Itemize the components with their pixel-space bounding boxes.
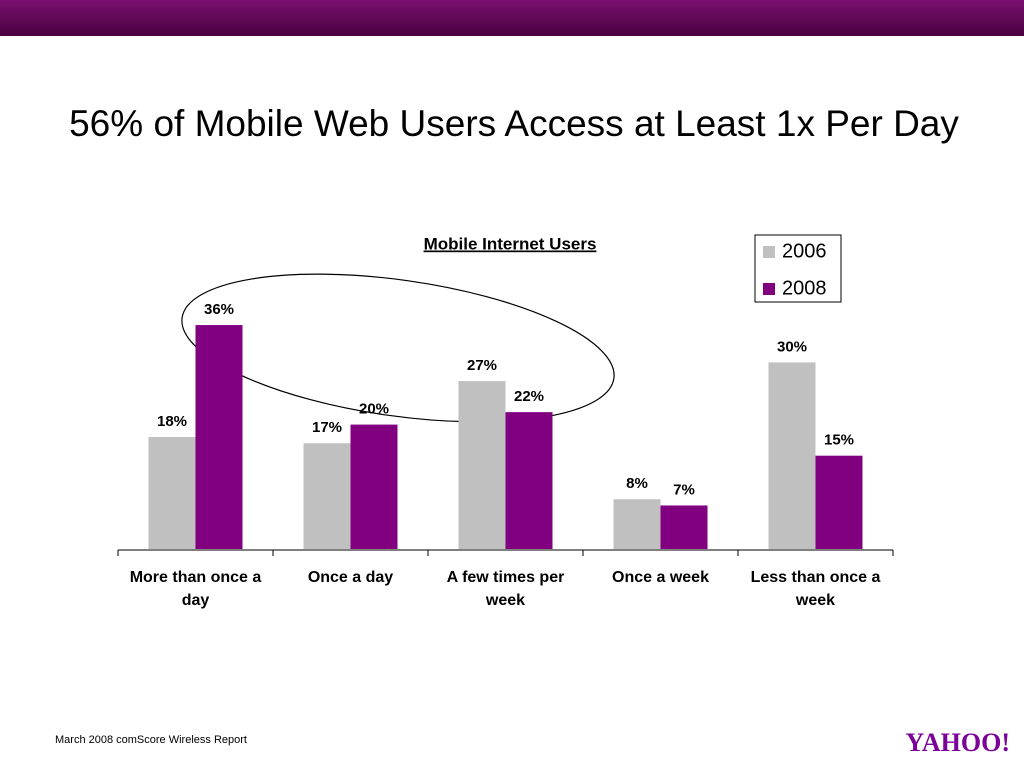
data-label: 22%: [514, 388, 544, 405]
data-label: 20%: [359, 401, 389, 418]
bar: [660, 505, 708, 549]
bar: [350, 424, 398, 549]
legend-swatch: [763, 246, 775, 258]
bar: [303, 443, 351, 549]
data-label: 18%: [157, 413, 187, 430]
bar: [148, 437, 196, 549]
data-label: 8%: [626, 475, 648, 492]
bar: [768, 362, 816, 549]
top-band: [0, 0, 1024, 36]
bar: [195, 325, 243, 549]
bar: [613, 499, 661, 549]
x-tick-label: More than once a day: [129, 569, 262, 609]
legend-label: 2006: [782, 240, 827, 262]
legend-label: 2008: [782, 277, 827, 299]
data-label: 27%: [467, 357, 497, 374]
slide-title: 56% of Mobile Web Users Access at Least …: [69, 103, 959, 144]
x-tick-label: Once a day: [307, 569, 394, 586]
logo: YAHOO!: [906, 728, 1011, 757]
data-label: 30%: [777, 338, 807, 355]
bar: [815, 455, 863, 549]
x-tick-label: Less than once a week: [750, 569, 881, 609]
bar: [458, 381, 506, 549]
data-label: 17%: [312, 419, 342, 436]
x-tick-label: Once a week: [612, 569, 709, 586]
highlight-ellipse: [181, 273, 615, 423]
data-label: 15%: [824, 432, 854, 449]
x-tick-label: A few times per week: [446, 569, 565, 609]
chart-title: Mobile Internet Users: [424, 234, 597, 253]
data-label: 36%: [204, 301, 234, 318]
legend-swatch: [763, 283, 775, 295]
bar: [505, 412, 553, 549]
data-label: 7%: [673, 481, 695, 498]
footer: March 2008 comScore Wireless Report: [55, 734, 247, 746]
